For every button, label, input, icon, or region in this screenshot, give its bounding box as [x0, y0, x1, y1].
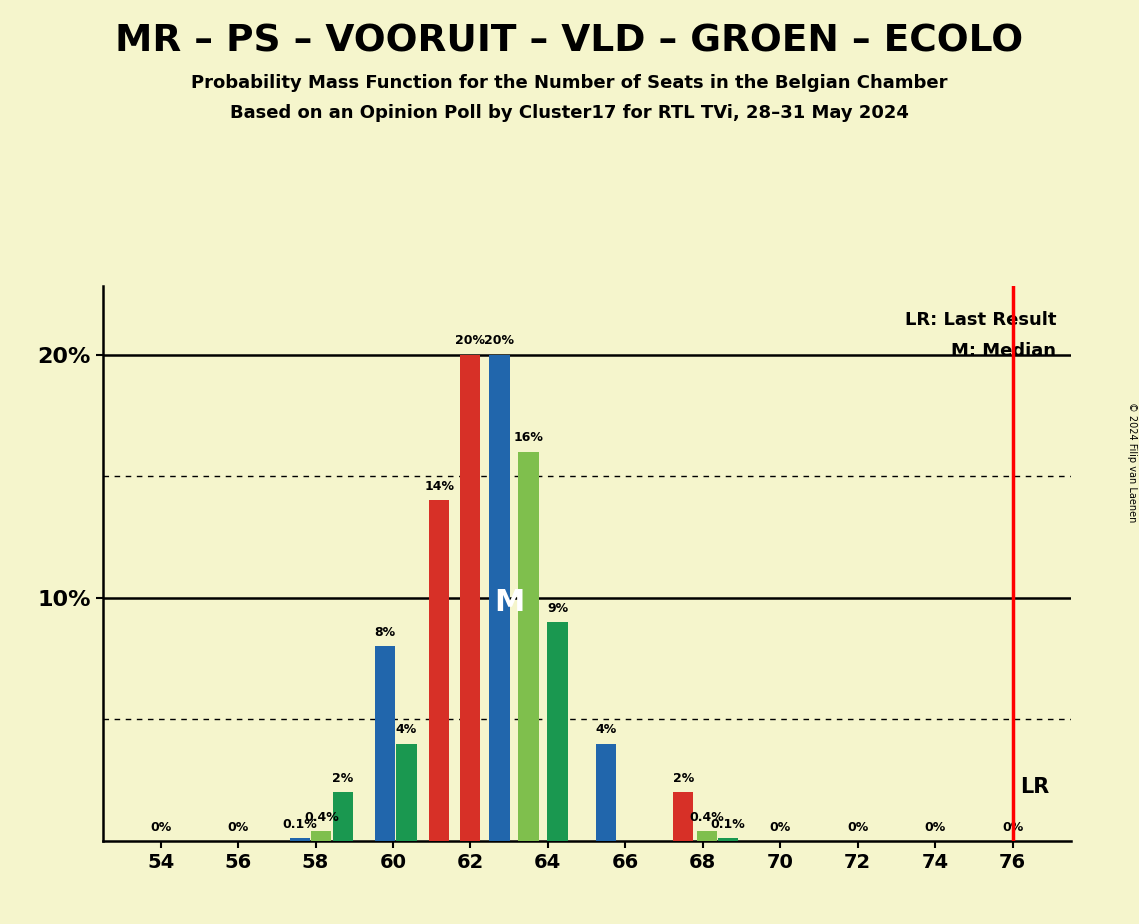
Text: 4%: 4%	[596, 723, 616, 736]
Bar	[490, 355, 509, 841]
Text: 16%: 16%	[514, 432, 543, 444]
Text: 0.1%: 0.1%	[282, 818, 318, 831]
Text: LR: Last Result: LR: Last Result	[904, 311, 1056, 329]
Text: MR – PS – VOORUIT – VLD – GROEN – ECOLO: MR – PS – VOORUIT – VLD – GROEN – ECOLO	[115, 23, 1024, 59]
Text: 0.4%: 0.4%	[689, 811, 724, 824]
Text: 20%: 20%	[456, 334, 485, 347]
Bar	[548, 622, 567, 841]
Text: 4%: 4%	[396, 723, 417, 736]
Text: M: Median: M: Median	[951, 342, 1056, 359]
Text: 0%: 0%	[228, 821, 248, 833]
Bar	[596, 744, 616, 841]
Text: 20%: 20%	[484, 334, 515, 347]
Bar	[460, 355, 481, 841]
Bar	[375, 646, 395, 841]
Text: 2%: 2%	[673, 772, 694, 784]
Bar	[290, 838, 310, 841]
Bar	[311, 831, 331, 841]
Text: 14%: 14%	[425, 480, 454, 493]
Bar	[673, 792, 694, 841]
Text: LR: LR	[1021, 777, 1049, 797]
Bar	[518, 452, 539, 841]
Text: 0%: 0%	[150, 821, 171, 833]
Bar	[697, 831, 716, 841]
Text: 8%: 8%	[375, 626, 395, 639]
Text: 0.4%: 0.4%	[304, 811, 338, 824]
Text: 9%: 9%	[547, 602, 568, 614]
Bar	[396, 744, 417, 841]
Text: 0%: 0%	[770, 821, 790, 833]
Bar	[429, 501, 450, 841]
Text: 0%: 0%	[925, 821, 945, 833]
Text: Based on an Opinion Poll by Cluster17 for RTL TVi, 28–31 May 2024: Based on an Opinion Poll by Cluster17 fo…	[230, 104, 909, 122]
Bar	[333, 792, 353, 841]
Text: Probability Mass Function for the Number of Seats in the Belgian Chamber: Probability Mass Function for the Number…	[191, 74, 948, 91]
Text: M: M	[494, 588, 524, 617]
Text: 2%: 2%	[331, 772, 353, 784]
Text: 0.1%: 0.1%	[711, 818, 745, 831]
Text: 0%: 0%	[847, 821, 868, 833]
Text: 0%: 0%	[1002, 821, 1023, 833]
Text: © 2024 Filip van Laenen: © 2024 Filip van Laenen	[1128, 402, 1137, 522]
Bar	[718, 838, 738, 841]
